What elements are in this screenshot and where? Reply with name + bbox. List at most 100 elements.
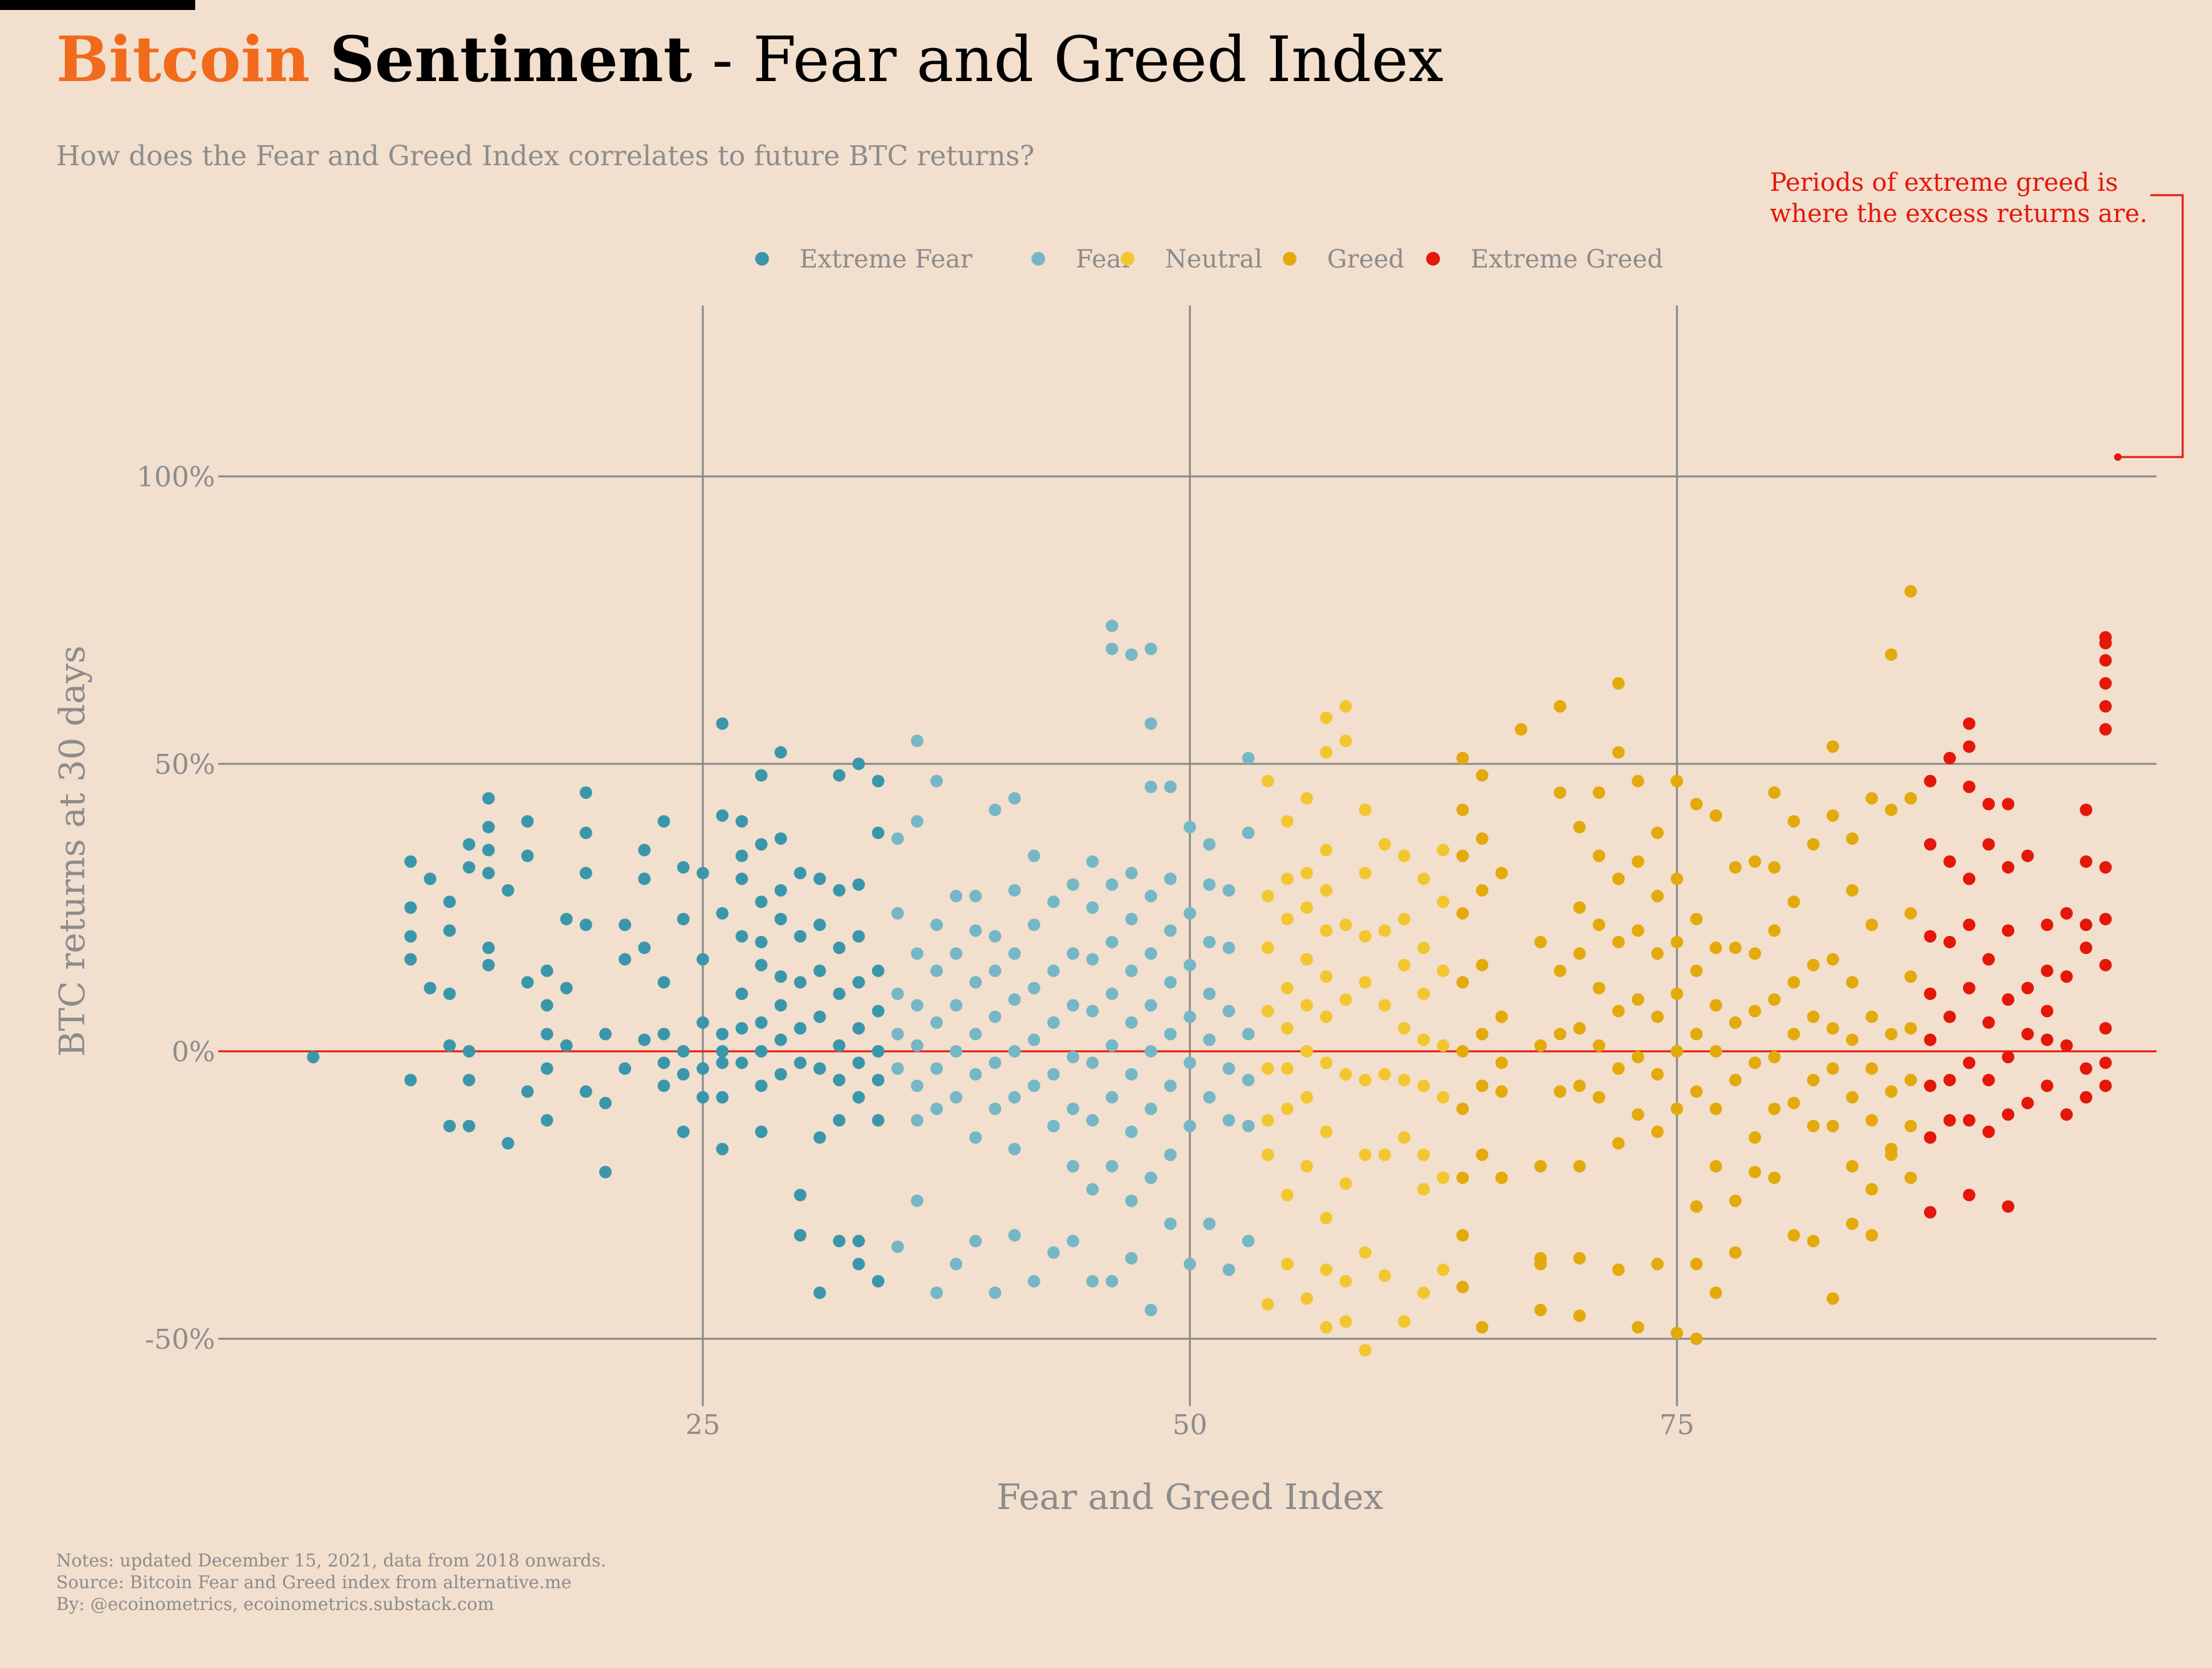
data-point xyxy=(1047,895,1060,909)
data-point xyxy=(599,1096,612,1109)
data-point xyxy=(521,1085,534,1098)
data-point xyxy=(1144,999,1157,1012)
data-point xyxy=(1787,895,1800,909)
data-point xyxy=(1671,1102,1683,1116)
data-point xyxy=(1339,700,1352,713)
y-tick-label: 100% xyxy=(137,461,215,493)
data-point xyxy=(1184,1258,1196,1271)
data-point xyxy=(1066,1160,1079,1173)
footnote-byline: By: @ecoinometrics, ecoinometrics.substa… xyxy=(56,1594,495,1614)
data-point xyxy=(2002,1108,2015,1121)
data-point xyxy=(2002,993,2015,1006)
data-point xyxy=(1748,1005,1761,1018)
data-point xyxy=(872,964,885,977)
data-point xyxy=(2002,861,2015,874)
legend-swatch xyxy=(755,252,769,266)
data-point xyxy=(1553,700,1567,713)
data-point xyxy=(2099,1056,2112,1069)
data-point xyxy=(2080,855,2093,868)
data-point xyxy=(833,1074,846,1087)
data-point xyxy=(1028,1275,1041,1288)
data-point xyxy=(1495,1056,1508,1069)
x-tick-label: 75 xyxy=(1659,1409,1694,1441)
data-point xyxy=(1748,855,1761,868)
data-point xyxy=(1047,1016,1060,1029)
data-point xyxy=(463,838,476,851)
data-point xyxy=(1846,884,1859,897)
data-point xyxy=(1398,849,1411,862)
data-point xyxy=(1885,1085,1898,1098)
y-tick-label: 0% xyxy=(171,1036,215,1068)
data-point xyxy=(1281,1062,1294,1075)
data-point xyxy=(1047,1119,1060,1132)
data-point xyxy=(443,1039,456,1052)
data-point xyxy=(1184,907,1196,920)
data-point xyxy=(1106,1275,1119,1288)
data-point xyxy=(2021,1096,2034,1109)
data-point xyxy=(1125,1251,1138,1265)
data-point xyxy=(1846,832,1859,845)
data-point xyxy=(1631,1108,1645,1121)
data-point xyxy=(1222,1062,1235,1075)
data-point xyxy=(1729,1246,1742,1259)
data-point xyxy=(463,1045,476,1058)
data-point xyxy=(2099,958,2112,971)
data-point xyxy=(1222,1263,1235,1276)
data-point xyxy=(1281,981,1294,995)
legend-label: Extreme Fear xyxy=(799,245,973,274)
data-point xyxy=(1573,947,1586,960)
data-point xyxy=(1300,953,1313,966)
data-point xyxy=(1066,999,1079,1012)
data-point xyxy=(716,1045,729,1058)
data-point xyxy=(1086,1183,1099,1196)
data-point xyxy=(1066,947,1079,960)
data-point xyxy=(833,1114,846,1127)
data-point xyxy=(2099,637,2112,650)
data-point xyxy=(1125,1016,1138,1029)
data-point xyxy=(1612,1062,1625,1075)
data-point xyxy=(1417,942,1430,955)
data-point xyxy=(1963,981,1976,995)
data-point xyxy=(1885,648,1898,661)
data-point xyxy=(1924,1079,1937,1092)
data-point xyxy=(2080,942,2093,955)
data-point xyxy=(1398,912,1411,925)
data-point xyxy=(1690,1028,1703,1041)
data-point xyxy=(1826,1022,1839,1035)
data-point xyxy=(1729,861,1742,874)
data-point xyxy=(1846,1160,1859,1173)
data-point xyxy=(1982,1074,1995,1087)
data-point xyxy=(619,953,632,966)
data-point xyxy=(1028,849,1041,862)
data-point xyxy=(1865,918,1878,932)
data-point xyxy=(1300,999,1313,1012)
data-point xyxy=(950,890,963,903)
data-point xyxy=(988,1102,1002,1116)
data-point xyxy=(735,1056,748,1069)
data-point xyxy=(910,947,924,960)
data-point xyxy=(1320,1010,1333,1023)
data-point xyxy=(1495,1171,1508,1184)
data-point xyxy=(1690,964,1703,977)
data-point xyxy=(930,918,943,932)
x-tick-label: 50 xyxy=(1172,1409,1207,1441)
data-point xyxy=(735,987,748,1000)
data-point xyxy=(1963,918,1976,932)
data-point xyxy=(1768,786,1781,799)
data-point xyxy=(2080,918,2093,932)
data-point xyxy=(638,844,651,857)
data-point xyxy=(1086,901,1099,914)
data-point xyxy=(988,803,1002,816)
data-point xyxy=(2099,700,2112,713)
data-point xyxy=(774,1068,787,1081)
data-point xyxy=(1943,935,1956,948)
data-point xyxy=(1281,1188,1294,1202)
data-point xyxy=(988,1010,1002,1023)
data-point xyxy=(463,1074,476,1087)
data-point xyxy=(1826,1292,1839,1305)
data-point xyxy=(1281,815,1294,828)
data-point xyxy=(1008,1045,1021,1058)
data-point xyxy=(1865,1114,1878,1127)
data-point xyxy=(1144,1102,1157,1116)
data-point xyxy=(1904,1171,1917,1184)
